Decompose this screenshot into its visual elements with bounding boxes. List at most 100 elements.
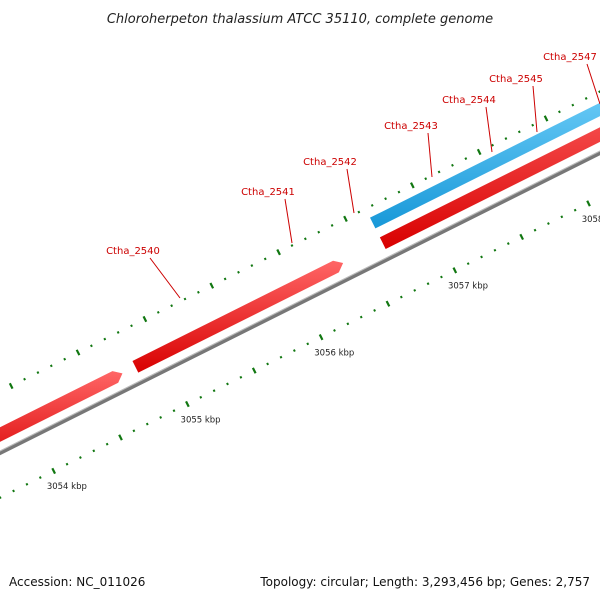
scale-tick bbox=[212, 389, 216, 393]
scale-tick bbox=[65, 462, 69, 466]
scale-tick bbox=[480, 255, 483, 259]
scale-tick bbox=[571, 103, 575, 107]
gene-label-ctha_2542: Ctha_2542 bbox=[303, 157, 357, 168]
scale-tick bbox=[426, 282, 430, 286]
scale-tick bbox=[0, 496, 2, 499]
scale-tick bbox=[79, 456, 82, 459]
scale-tick bbox=[156, 310, 160, 314]
scale-tick bbox=[36, 371, 40, 374]
scale-tick bbox=[130, 324, 133, 328]
scale-tick bbox=[370, 203, 374, 207]
scale-tick bbox=[132, 429, 136, 433]
gene-features bbox=[0, 102, 600, 442]
scale-tick bbox=[12, 489, 15, 493]
scale-label: 3054 kbp bbox=[47, 482, 87, 492]
gene-label-ctha_2544: Ctha_2544 bbox=[442, 95, 496, 106]
scale-label: 3058 kbp bbox=[582, 215, 600, 225]
scale-ticks bbox=[0, 90, 600, 499]
gene-bar-ctha_2540 bbox=[370, 102, 600, 229]
label-leader-line bbox=[586, 63, 600, 105]
scale-label: 3055 kbp bbox=[181, 415, 221, 425]
map-title: Chloroherpeton thalassium ATCC 35110, co… bbox=[107, 12, 493, 27]
gene-label-ctha_2543: Ctha_2543 bbox=[384, 121, 438, 132]
label-leader-line bbox=[346, 168, 355, 214]
scale-tick bbox=[8, 382, 14, 390]
scale-tick bbox=[506, 242, 510, 246]
cds-bar-ctha_2540 bbox=[379, 127, 600, 249]
scale-tick bbox=[452, 267, 458, 274]
scale-tick bbox=[343, 215, 348, 222]
scale-tick bbox=[318, 333, 324, 341]
label-leader-line bbox=[485, 106, 493, 153]
scale-tick bbox=[437, 170, 441, 174]
scale-tick bbox=[263, 257, 267, 261]
scale-tick bbox=[303, 237, 307, 241]
scale-tick bbox=[491, 143, 494, 147]
scale-tick bbox=[185, 400, 190, 408]
label-leader-line bbox=[427, 132, 433, 178]
scale-tick bbox=[290, 244, 294, 247]
scale-tick bbox=[359, 315, 363, 319]
scale-tick bbox=[464, 157, 468, 161]
scale-tick bbox=[410, 182, 415, 189]
scale-tick bbox=[584, 96, 588, 100]
genome-backbone bbox=[0, 150, 600, 456]
gene-label-ctha_2547: Ctha_2547 bbox=[543, 52, 597, 63]
scale-tick bbox=[451, 163, 454, 167]
scale-tick bbox=[49, 364, 53, 368]
scale-tick bbox=[276, 249, 281, 256]
scale-tick bbox=[23, 377, 26, 381]
scale-tick bbox=[373, 308, 376, 312]
scale-label: 3056 kbp bbox=[314, 348, 354, 358]
scale-tick bbox=[183, 297, 187, 301]
label-leader-line bbox=[284, 198, 293, 244]
gene-label-ctha_2540: Ctha_2540 bbox=[106, 246, 160, 257]
scale-label: 3057 kbp bbox=[448, 282, 488, 292]
scale-tick bbox=[560, 215, 564, 219]
scale-tick bbox=[517, 130, 521, 134]
scale-tick bbox=[170, 304, 174, 308]
scale-tick bbox=[226, 382, 229, 386]
scale-tick bbox=[397, 190, 401, 194]
cds-bar-extra-1 bbox=[132, 260, 344, 373]
scale-tick bbox=[116, 331, 120, 334]
scale-tick bbox=[159, 415, 163, 419]
scale-tick bbox=[504, 137, 508, 140]
scale-tick bbox=[306, 342, 310, 346]
scale-tick bbox=[105, 442, 109, 446]
scale-tick bbox=[92, 449, 96, 453]
gene-label-ctha_2541: Ctha_2541 bbox=[241, 187, 295, 198]
scale-tick bbox=[476, 148, 482, 156]
scale-labels: 3054 kbp 3055 kbp 3056 kbp 3057 kbp 3058 kbp… bbox=[47, 215, 600, 492]
scale-tick bbox=[533, 228, 537, 232]
scale-tick bbox=[558, 110, 561, 114]
scale-tick bbox=[38, 476, 42, 480]
scale-tick bbox=[51, 467, 56, 475]
scale-tick bbox=[266, 362, 269, 366]
scale-tick bbox=[239, 375, 243, 379]
scale-tick bbox=[209, 282, 215, 289]
scale-tick bbox=[196, 290, 200, 294]
scale-tick bbox=[237, 270, 240, 274]
scale-tick bbox=[543, 115, 549, 122]
gene-labels: Ctha_2540 Ctha_2541 Ctha_2542 Ctha_2543 Ctha… bbox=[106, 52, 600, 299]
scale-tick bbox=[317, 230, 321, 234]
scale-tick bbox=[519, 233, 525, 241]
scale-tick bbox=[75, 349, 81, 356]
scale-tick bbox=[63, 357, 67, 361]
scale-tick bbox=[330, 224, 334, 227]
scale-tick bbox=[547, 222, 550, 225]
scale-tick bbox=[531, 123, 535, 127]
scale-tick bbox=[118, 434, 123, 441]
scale-tick bbox=[385, 300, 391, 307]
scale-tick bbox=[145, 422, 149, 426]
backbone-highlight bbox=[0, 150, 600, 452]
scale-tick bbox=[25, 482, 29, 486]
scale-tick bbox=[424, 177, 428, 181]
scale-tick bbox=[413, 288, 417, 292]
scale-tick bbox=[357, 210, 361, 214]
genome-summary-text: Topology: circular; Length: 3,293,456 bp… bbox=[259, 575, 590, 589]
scale-tick bbox=[199, 395, 203, 399]
gene-label-ctha_2545: Ctha_2545 bbox=[489, 74, 543, 85]
